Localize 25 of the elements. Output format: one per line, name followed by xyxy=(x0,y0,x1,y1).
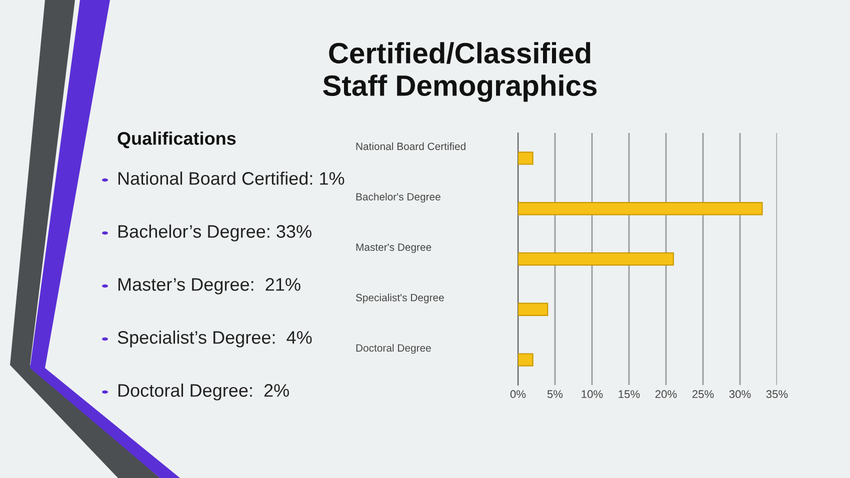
x-tick-label: 10% xyxy=(582,390,603,398)
chart-title: Certified/Classified Staff Demographics xyxy=(323,42,597,102)
x-tick-label: 0% xyxy=(510,390,526,398)
bar xyxy=(518,252,674,266)
text: Specialist’s Degree: 4% xyxy=(118,330,312,348)
x-tick-label: 30% xyxy=(729,390,751,398)
x-tick-label: 35% xyxy=(766,390,788,398)
y-tick-label: National Board Certified xyxy=(356,142,466,150)
text: Qualifications xyxy=(118,132,236,148)
bar xyxy=(518,152,534,165)
x-tick-label: 15% xyxy=(618,390,640,398)
y-tick-label: Specialist's Degree xyxy=(356,294,444,304)
text: Master’s Degree: 21% xyxy=(118,278,300,294)
x-tick-label: 20% xyxy=(655,390,677,398)
x-tick-label: 25% xyxy=(692,390,714,398)
text: Doctoral Degree: 2% xyxy=(118,384,289,400)
bar xyxy=(518,202,763,216)
text: Bachelor’s Degree: 33% xyxy=(118,224,312,242)
bar xyxy=(518,302,548,316)
x-tick-label: 5% xyxy=(547,390,563,398)
text: National Board Certified: 1% xyxy=(118,172,344,185)
y-tick-label: Master's Degree xyxy=(356,244,432,253)
y-tick-label: Bachelor's Degree xyxy=(356,192,440,203)
bar xyxy=(518,353,534,366)
y-tick-label: Doctoral Degree xyxy=(356,344,431,354)
